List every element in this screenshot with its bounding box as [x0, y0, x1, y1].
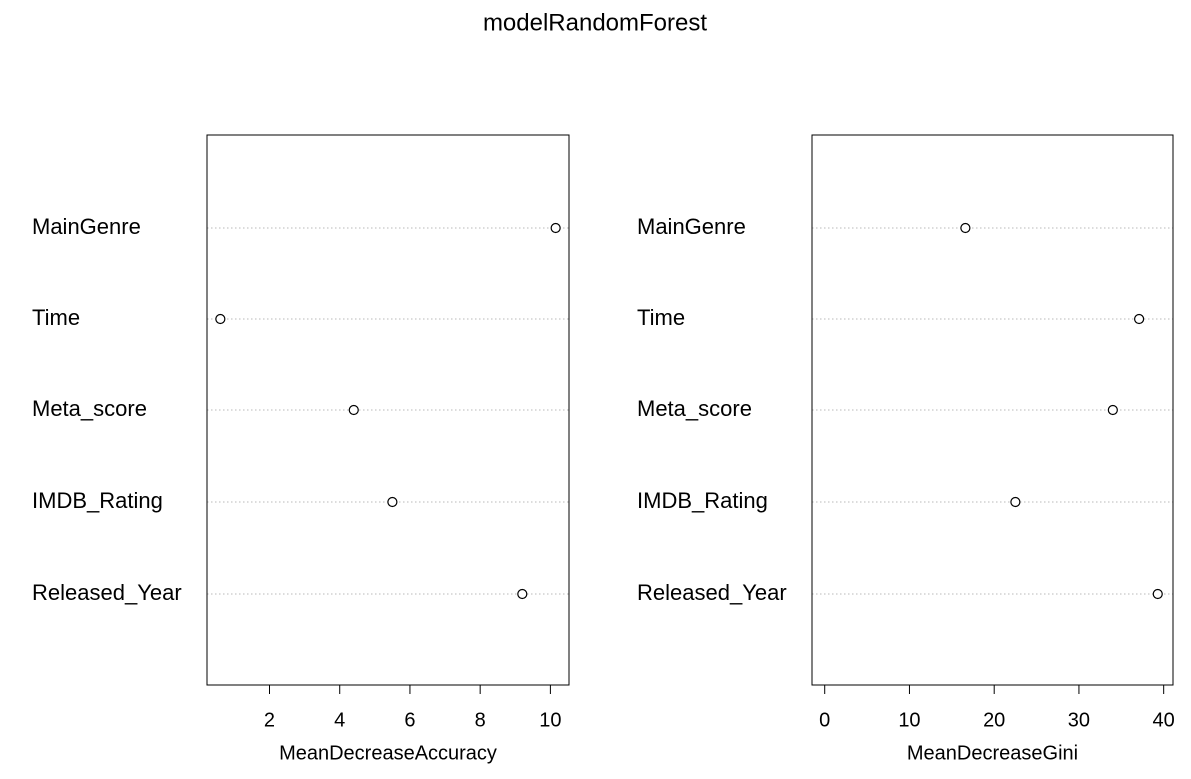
- category-label: Released_Year: [637, 580, 787, 605]
- x-tick-label: 10: [539, 709, 561, 731]
- x-tick-label: 8: [475, 709, 486, 731]
- category-label: IMDB_Rating: [637, 488, 768, 513]
- x-tick-label: 10: [898, 709, 920, 731]
- data-point-released-year: [517, 588, 528, 600]
- x-tick-label: 40: [1153, 709, 1175, 731]
- x-tick-label: 6: [404, 709, 415, 731]
- category-label: Meta_score: [32, 396, 147, 421]
- data-point-meta-score: [348, 404, 359, 416]
- x-tick-label: 30: [1068, 709, 1090, 731]
- category-label: IMDB_Rating: [32, 488, 163, 513]
- panel-accuracy: MainGenre Time Meta_score IMDB_Rating Releas…: [32, 134, 570, 764]
- category-label: Time: [637, 305, 685, 330]
- x-tick-label: 4: [334, 709, 345, 731]
- data-point-time: [215, 313, 226, 325]
- category-label: MainGenre: [32, 214, 141, 239]
- data-point-time: [1134, 313, 1145, 325]
- x-tick-label: 2: [264, 709, 275, 731]
- data-point-meta-score: [1107, 404, 1118, 416]
- chart-title: modelRandomForest: [483, 9, 707, 36]
- category-label: Time: [32, 305, 80, 330]
- data-point-imdb-rating: [387, 496, 398, 508]
- data-point-maingenre: [550, 222, 561, 234]
- x-tick-label: 20: [983, 709, 1005, 731]
- data-point-released-year: [1152, 588, 1163, 600]
- data-point-imdb-rating: [1010, 496, 1021, 508]
- category-label: Released_Year: [32, 580, 182, 605]
- x-axis-title: MeanDecreaseAccuracy: [279, 742, 497, 764]
- panel-gini: MainGenre Time Meta_score IMDB_Rating Releas…: [637, 134, 1175, 764]
- x-tick-label: 0: [819, 709, 830, 731]
- category-label: Meta_score: [637, 396, 752, 421]
- category-label: MainGenre: [637, 214, 746, 239]
- x-axis-title: MeanDecreaseGini: [907, 742, 1078, 764]
- data-point-maingenre: [960, 222, 971, 234]
